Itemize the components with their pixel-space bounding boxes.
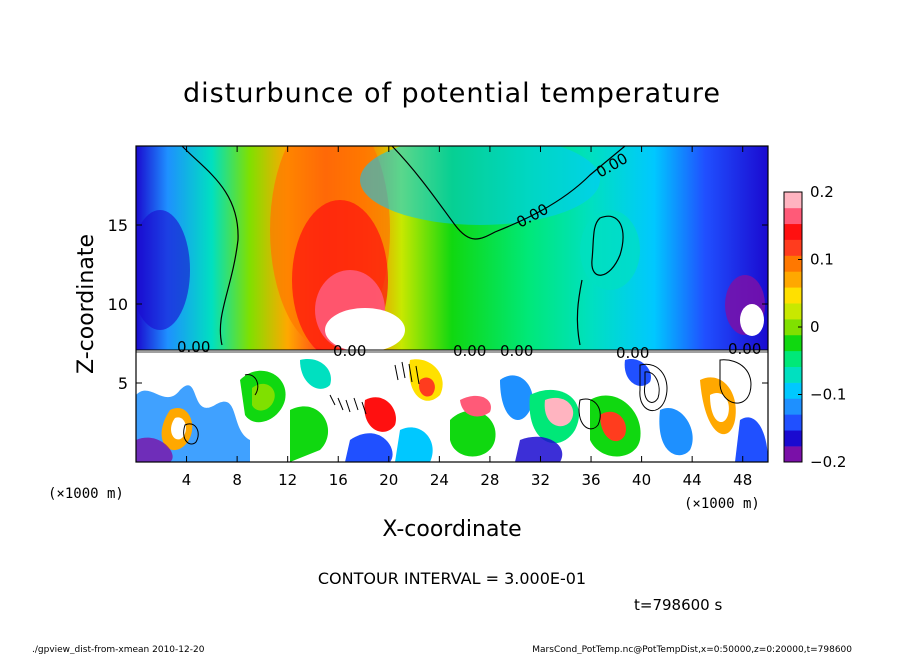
- x-tick-label: 20: [379, 471, 398, 489]
- colorbar-swatch: [784, 287, 802, 304]
- colorbar-swatch: [784, 350, 802, 368]
- colorbar-tick-label: 0.1: [810, 251, 834, 269]
- colorbar-tick-label: −0.2: [810, 453, 846, 471]
- x-tick-label: 8: [232, 471, 242, 489]
- colorbar-swatch: [784, 303, 802, 320]
- colorbar-swatch: [784, 398, 802, 415]
- x-tick-label: 24: [430, 471, 449, 489]
- colorbar-swatch: [784, 319, 802, 336]
- chart-title: disturbunce of potential temperature: [183, 78, 721, 109]
- contour-interval: CONTOUR INTERVAL = 3.000E-01: [318, 569, 586, 588]
- y-tick-label: 10: [108, 295, 128, 314]
- colorbar-swatch: [784, 192, 802, 209]
- colorbar-swatch: [784, 271, 802, 288]
- x-tick-label: 44: [683, 471, 702, 489]
- contour-label: 0.00: [333, 342, 366, 360]
- colorbar: [783, 191, 803, 463]
- x-tick-label: 12: [278, 471, 297, 489]
- colorbar-swatch: [784, 239, 802, 256]
- colorbar-swatch: [784, 414, 802, 431]
- y-axis-label: Z-coordinate: [74, 234, 99, 374]
- x-axis: 4 8 12 16 20 24 28 32 36 40 44 48: [182, 146, 752, 489]
- x-tick-label: 36: [581, 471, 600, 489]
- x-tick-label: 28: [480, 471, 499, 489]
- colorbar-tick-label: 0.2: [810, 183, 834, 201]
- contour-label: 0.00: [453, 342, 486, 360]
- x-unit-right: (×1000 m): [684, 496, 760, 512]
- colorbar-swatch: [784, 255, 802, 272]
- plot-field: [136, 146, 768, 462]
- x-tick-label: 40: [632, 471, 651, 489]
- colorbar-swatch: [784, 223, 802, 240]
- footer-left: ./gpview_dist-from-xmean 2010-12-20: [32, 645, 205, 654]
- contour-label: 0.00: [177, 338, 210, 356]
- colorbar-swatch: [784, 334, 802, 352]
- x-unit-left: (×1000 m): [48, 486, 124, 502]
- x-tick-label: 16: [329, 471, 348, 489]
- y-axis: 5 10 15: [108, 216, 768, 393]
- x-axis-label: X-coordinate: [382, 517, 521, 542]
- y-tick-label: 5: [118, 374, 128, 393]
- colorbar-swatch: [784, 430, 802, 447]
- colorbar-swatch: [784, 207, 802, 225]
- colorbar-swatch: [784, 446, 802, 463]
- contour-label: 0.00: [500, 342, 533, 360]
- time-label: t=798600 s: [634, 596, 722, 614]
- y-tick-label: 15: [108, 216, 128, 235]
- colorbar-ticks: 0.2 0.1 0 −0.1 −0.2: [798, 183, 846, 471]
- colorbar-tick-label: −0.1: [810, 386, 846, 404]
- colorbar-swatch: [784, 382, 802, 399]
- colorbar-swatch: [784, 366, 802, 383]
- lower-contours: [136, 349, 768, 445]
- x-tick-label: 32: [531, 471, 550, 489]
- colorbar-tick-label: 0: [810, 318, 820, 336]
- contour-label: 0.00: [728, 340, 761, 358]
- x-tick-label: 4: [182, 471, 192, 489]
- contour-label: 0.00: [616, 344, 649, 362]
- footer-right: MarsCond_PotTemp.nc@PotTempDist,x=0:5000…: [532, 645, 852, 654]
- x-tick-label: 48: [733, 471, 752, 489]
